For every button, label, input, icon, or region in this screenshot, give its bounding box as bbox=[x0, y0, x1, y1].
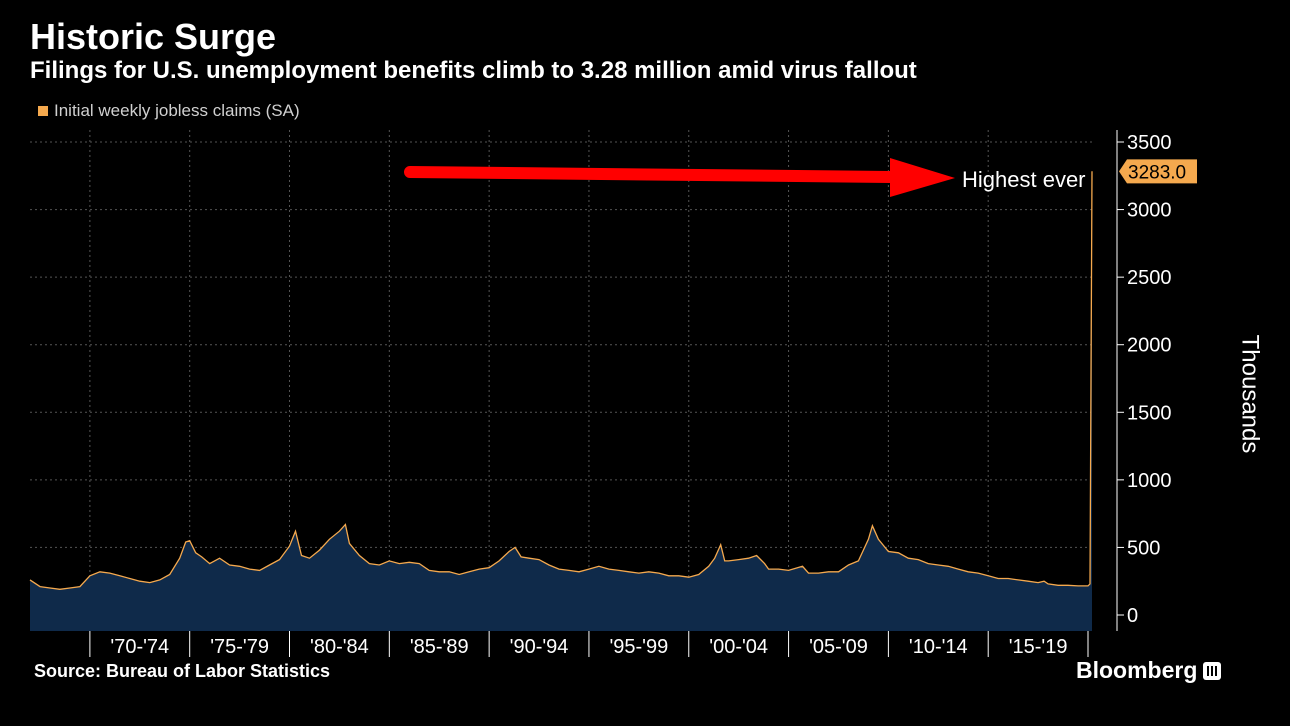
annotation-text: Highest ever bbox=[962, 167, 1086, 192]
terminal-icon bbox=[1203, 661, 1222, 680]
y-axis-label: Thousands bbox=[1236, 334, 1264, 454]
legend-swatch bbox=[38, 106, 48, 116]
legend-label: Initial weekly jobless claims (SA) bbox=[54, 101, 300, 120]
annotation-arrow-head bbox=[890, 158, 955, 197]
x-tick-label: '15-'19 bbox=[1009, 636, 1068, 658]
y-tick-label: 2500 bbox=[1127, 267, 1172, 289]
x-tick-label: '90-'94 bbox=[510, 636, 569, 658]
source-note: Source: Bureau of Labor Statistics bbox=[34, 661, 331, 681]
y-tick-label: 1000 bbox=[1127, 470, 1172, 492]
x-tick-label: '95-'99 bbox=[609, 636, 668, 658]
x-tick-label: '10-'14 bbox=[909, 636, 968, 658]
x-tick-label: '85-'89 bbox=[410, 636, 469, 658]
legend: Initial weekly jobless claims (SA) bbox=[38, 101, 300, 121]
x-tick-label: '00-'04 bbox=[709, 636, 768, 658]
x-tick-label: '05-'09 bbox=[809, 636, 868, 658]
series-line bbox=[29, 171, 1093, 590]
y-tick-label: 500 bbox=[1127, 537, 1160, 559]
brand-logo: Bloomberg bbox=[1076, 657, 1222, 684]
y-tick-label: 2000 bbox=[1127, 335, 1172, 357]
y-tick-label: 3500 bbox=[1127, 132, 1172, 154]
chart-subtitle: Filings for U.S. unemployment benefits c… bbox=[30, 57, 917, 84]
y-tick-label: 1500 bbox=[1127, 402, 1172, 424]
brand-name: Bloomberg bbox=[1076, 657, 1198, 683]
x-tick-label: '80-'84 bbox=[310, 636, 369, 658]
y-tick-label: 3000 bbox=[1127, 200, 1172, 222]
chart-title: Historic Surge bbox=[30, 16, 277, 57]
x-tick-label: '70-'74 bbox=[110, 636, 169, 658]
value-badge bbox=[1119, 159, 1197, 184]
x-tick-label: '75-'79 bbox=[210, 636, 269, 658]
annotation-arrow-shaft bbox=[404, 166, 899, 183]
value-badge-label: 3283.0 bbox=[1128, 162, 1186, 183]
y-tick-label: 0 bbox=[1127, 605, 1138, 627]
series-area bbox=[30, 171, 1092, 632]
